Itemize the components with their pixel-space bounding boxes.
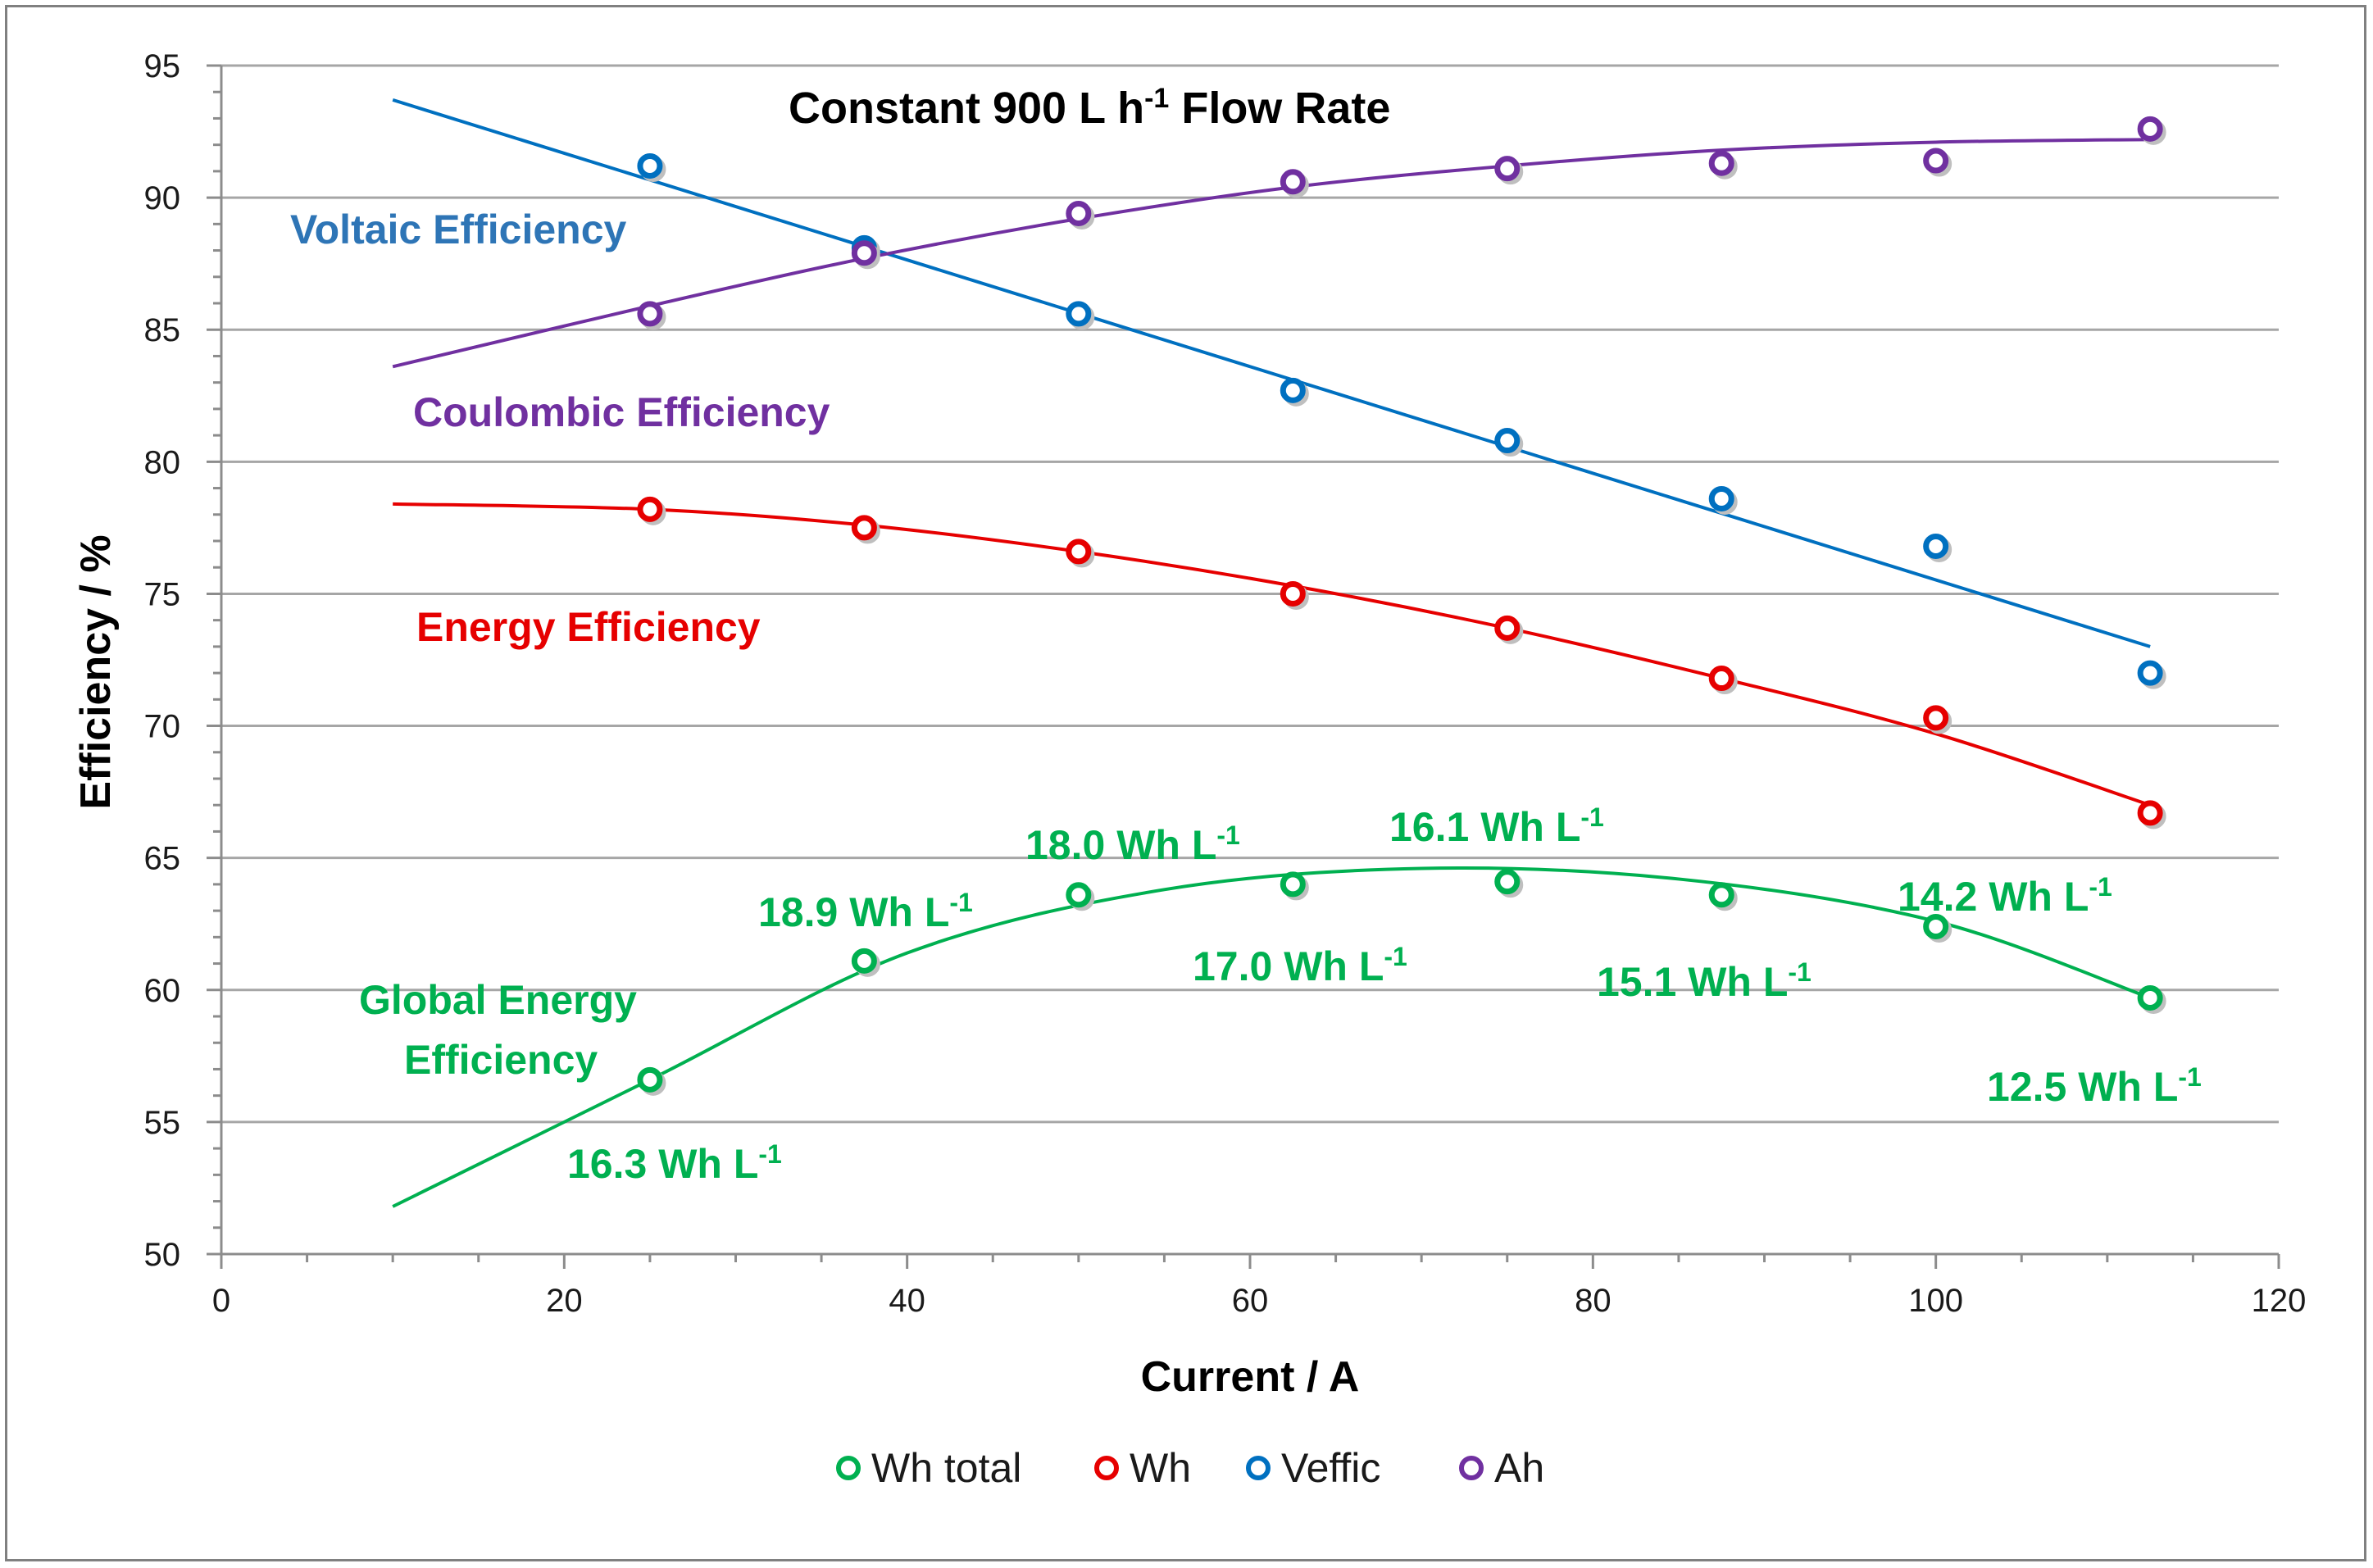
legend-marker-ah [1459,1456,1484,1480]
point-wh-total [1708,882,1734,908]
tick-labels: 0 20 40 60 80 100 120 50 55 60 65 70 75 80 85 90 95 [144,48,2307,1319]
y-tick-label: 95 [144,48,181,84]
legend: Wh total Wh Veffic Ah [836,1445,1544,1491]
energy-density-label: 16.1 Wh L-1 [1389,802,1604,850]
energy-density-label: 12.5 Wh L-1 [1987,1062,2202,1110]
point-ah [1280,169,1306,195]
point-wh-total [2137,984,2163,1011]
point-veffic [1923,533,1949,559]
energy-density-label: 18.0 Wh L-1 [1025,820,1240,868]
y-tick-label: 65 [144,841,181,877]
y-tick-label: 60 [144,973,181,1009]
label-energy-efficiency: Energy Efficiency [416,604,761,650]
point-veffic [1066,301,1092,327]
point-wh-total [851,948,877,974]
axes [207,64,2280,1269]
trendline-veffic [392,98,2151,648]
point-wh-total [1280,871,1306,898]
legend-marker-wh [1094,1456,1119,1480]
point-wh-total [1923,913,1949,939]
legend-marker-wh-total [836,1456,861,1480]
label-voltaic-efficiency: Voltaic Efficiency [290,207,627,252]
point-ah [851,240,877,266]
point-veffic [1708,485,1734,511]
x-tick-label: 100 [1908,1283,1963,1319]
y-axis-title: Efficiency / % [72,534,120,809]
point-wh [1066,539,1092,565]
energy-density-label: 14.2 Wh L-1 [1898,872,2112,920]
legend-label-wh-total: Wh total [871,1445,1021,1491]
point-wh-total [1066,882,1092,908]
y-tick-label: 75 [144,576,181,612]
label-global-energy-2: Efficiency [404,1037,598,1083]
legend-label-veffic: Veffic [1281,1445,1380,1491]
x-tick-label: 0 [212,1283,230,1319]
y-tick-label: 70 [144,709,181,745]
chart-frame [5,5,2366,1561]
point-ah [1923,148,1949,174]
energy-density-label: 16.3 Wh L-1 [567,1139,782,1187]
x-tick-label: 60 [1232,1283,1269,1319]
y-tick-label: 80 [144,444,181,480]
x-tick-label: 120 [2252,1283,2307,1319]
trendline-wh [393,502,2151,807]
point-ah [1494,156,1521,182]
trendlines [392,98,2151,1208]
point-wh [1708,666,1734,692]
point-wh [1494,615,1521,641]
legend-marker-veffic [1246,1456,1271,1480]
x-axis-title: Current / A [1141,1353,1360,1401]
energy-density-label: 18.9 Wh L-1 [758,888,973,935]
x-tick-label: 40 [889,1283,925,1319]
y-tick-label: 55 [144,1105,181,1141]
point-veffic [637,152,663,179]
trendline-wh-total [392,866,2151,1208]
legend-label-ah: Ah [1494,1445,1544,1491]
y-tick-label: 85 [144,312,181,348]
point-wh [1280,580,1306,607]
point-wh [637,496,663,522]
legend-label-wh: Wh [1130,1445,1191,1491]
y-tick-label: 50 [144,1237,181,1273]
point-wh-total [637,1066,663,1093]
point-ah [1066,200,1092,226]
data-points [637,116,2166,1096]
x-tick-label: 80 [1575,1283,1612,1319]
point-ah [1708,150,1734,176]
label-coulombic-efficiency: Coulombic Efficiency [413,389,830,435]
point-wh [1923,705,1949,731]
point-veffic [1280,377,1306,403]
x-tick-label: 20 [546,1283,583,1319]
energy-density-label: 17.0 Wh L-1 [1193,942,1407,989]
point-wh-total [1494,869,1521,895]
energy-density-label: 15.1 Wh L-1 [1597,957,1812,1005]
point-ah [2137,116,2163,142]
point-veffic [1494,428,1521,454]
point-veffic [2137,660,2163,686]
y-tick-label: 90 [144,180,181,216]
chart-title: Constant 900 L h-1 Flow Rate [789,83,1390,133]
label-global-energy-1: Global Energy [359,977,637,1023]
point-wh [851,515,877,541]
point-ah [637,301,663,327]
point-wh [2137,800,2163,826]
